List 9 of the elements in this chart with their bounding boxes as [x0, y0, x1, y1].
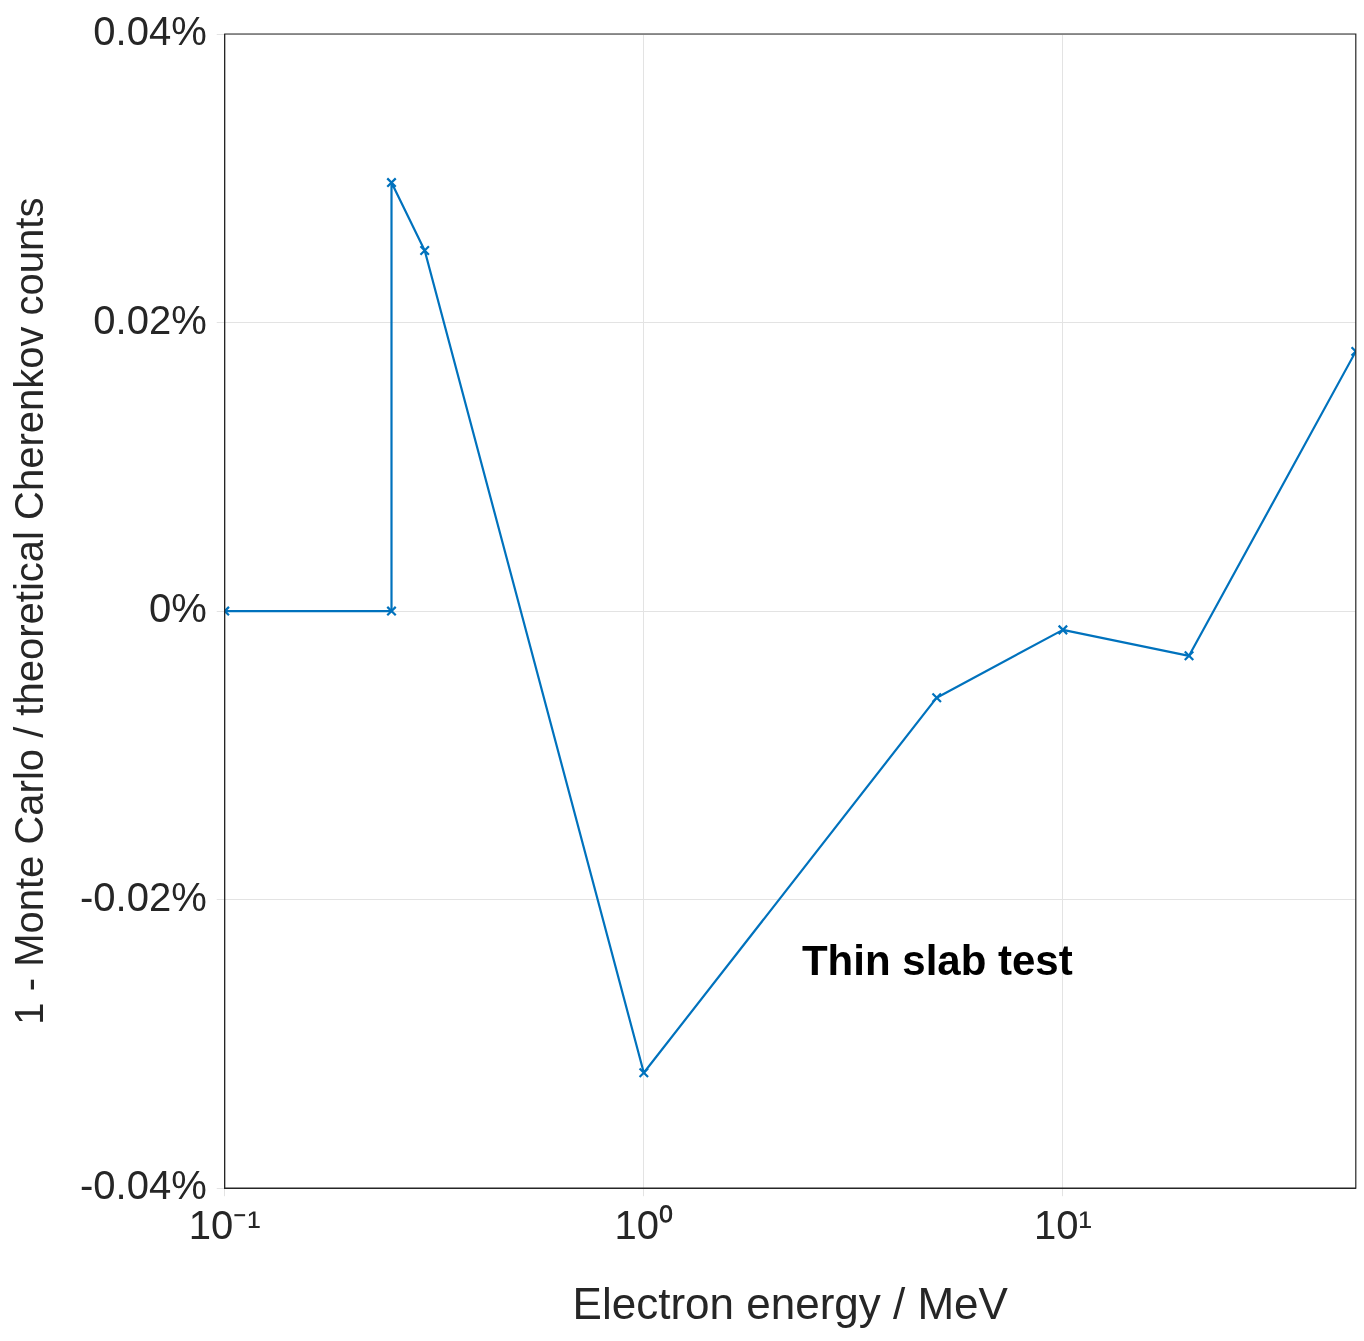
annotation: Thin slab test	[801, 936, 1073, 984]
x-tick-label: 10¹	[1033, 1203, 1092, 1248]
y-tick-label: 0.04%	[93, 9, 207, 54]
y-tick-label: 0.02%	[93, 297, 207, 342]
x-tick-label: 10⁰	[614, 1203, 674, 1248]
y-axis-title: 1 - Monte Carlo / theoretical Cherenkov counts	[7, 197, 52, 1025]
x-axis-title: Electron energy / MeV	[572, 1278, 1009, 1328]
y-tick-label: -0.02%	[79, 874, 207, 919]
y-tick-label: 0%	[148, 586, 207, 631]
